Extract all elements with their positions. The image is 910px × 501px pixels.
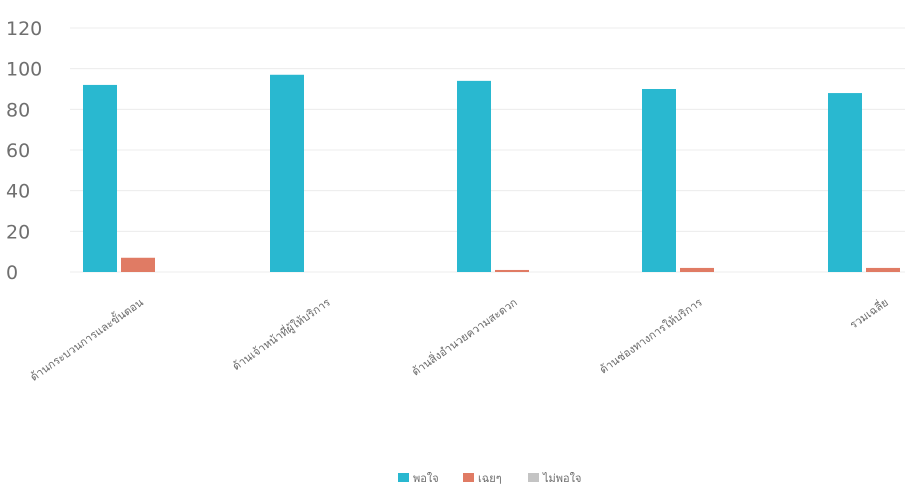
legend-label: เฉยๆ — [478, 472, 502, 485]
legend-swatch — [398, 473, 409, 482]
y-tick-label: 120 — [6, 18, 42, 40]
legend-swatch — [463, 473, 474, 482]
legend-swatch — [528, 473, 539, 482]
legend-label: พอใจ — [413, 472, 439, 485]
y-tick-label: 100 — [6, 59, 42, 81]
y-tick-label: 80 — [6, 99, 30, 121]
bar-satisfied — [270, 74, 304, 273]
y-tick-label: 0 — [6, 262, 18, 284]
bar-neutral — [866, 267, 900, 272]
x-category-label: ด้านกระบวนการและขั้นตอน — [27, 294, 146, 384]
bar-satisfied — [83, 84, 117, 272]
legend-label: ไม่พอใจ — [542, 472, 581, 485]
bar-neutral — [495, 269, 529, 272]
x-axis-categories: ด้านกระบวนการและขั้นตอน ด้านเจ้าหน้าที่ผู… — [27, 294, 891, 384]
x-category-label: ด้านช่องทางการให้บริการ — [597, 296, 705, 377]
y-tick-label: 60 — [6, 140, 30, 162]
legend: พอใจ เฉยๆ ไม่พอใจ — [398, 472, 581, 485]
bar-satisfied — [828, 93, 862, 272]
x-category-label: รวมเฉลี่ย — [846, 294, 890, 331]
x-category-label: ด้านเจ้าหน้าที่ผู้ให้บริการ — [229, 294, 333, 373]
x-category-label: ด้านสิ่งอำนวยความสะดวก — [408, 294, 519, 378]
bar-satisfied — [457, 80, 491, 272]
y-tick-label: 20 — [6, 221, 30, 243]
bars — [83, 74, 900, 273]
y-tick-label: 40 — [6, 181, 30, 203]
bar-neutral — [680, 267, 714, 272]
y-axis-ticks: 0 20 40 60 80 100 120 — [6, 18, 42, 284]
bar-neutral — [121, 257, 155, 272]
bar-satisfied — [642, 89, 676, 272]
